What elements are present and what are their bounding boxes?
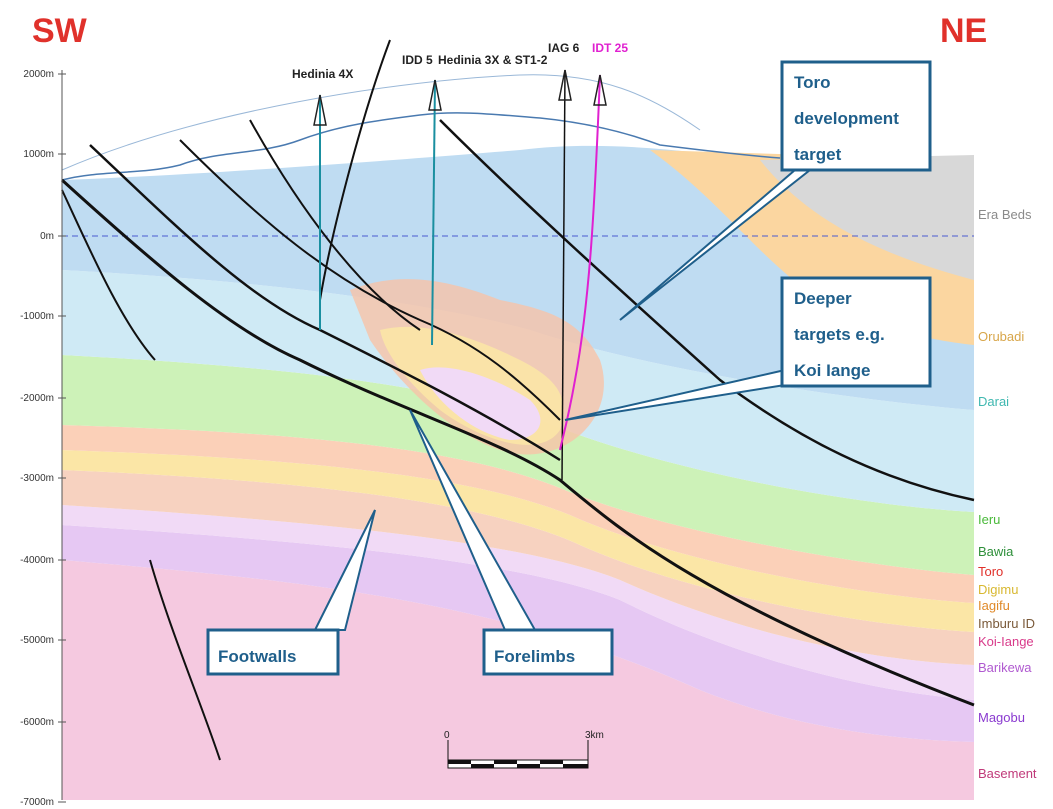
layer-ieru: [62, 355, 974, 575]
formation-label: Bawia: [978, 544, 1014, 559]
layer-imburu: [62, 470, 974, 665]
callout-footwalls-box: [206, 628, 340, 676]
formation-label: Magobu: [978, 710, 1025, 725]
direction-sw: SW: [32, 12, 88, 50]
formation-label: Toro: [978, 564, 1003, 579]
topography-line: [61, 112, 781, 181]
callout-forelimbs-box: [482, 628, 614, 676]
depth-axis-ticks: 2000m 1000m 0m -1000m -2000m -3000m -4000m -500…: [20, 69, 66, 808]
layer-basement: [62, 560, 974, 800]
formation-label: Basement: [978, 766, 1037, 781]
fault-back: [439, 119, 975, 502]
fault-6: [319, 39, 391, 301]
formation-label: Digimu: [978, 582, 1018, 597]
depth-tick-label: -3000m: [20, 473, 54, 484]
formation-label: Darai: [978, 394, 1009, 409]
fault-3: [179, 139, 561, 421]
depth-tick-label: -1000m: [20, 311, 54, 322]
well-label-hedinia-4x: Hedinia 4X: [292, 67, 353, 81]
derrick-iag-6: [558, 69, 572, 101]
formation-label: Era Beds: [978, 207, 1032, 222]
depth-tick-label: 2000m: [23, 69, 54, 80]
formation-label: Ieru: [978, 512, 1000, 527]
formation-label: Imburu ID: [978, 616, 1035, 631]
direction-ne: NE: [940, 12, 987, 50]
well-iag-6: [561, 69, 566, 481]
layer-toro: [62, 425, 974, 603]
depth-tick-label: -7000m: [20, 797, 54, 808]
layer-barikewa: [62, 505, 974, 700]
derrick-idt-25: [593, 74, 607, 106]
formation-label: Barikewa: [978, 660, 1032, 675]
callout-toro-line1: Toro: [794, 73, 831, 92]
scale-bar: 0 3km: [444, 730, 604, 769]
well-label-ido-5: IDD 5: [402, 53, 433, 67]
derrick-hedinia-4x: [313, 94, 327, 126]
depth-tick-label: -2000m: [20, 393, 54, 404]
well-label-hedinia-3x: Hedinia 3X & ST1-2: [438, 53, 548, 67]
scale-start: 0: [444, 730, 450, 741]
anticline-inner: [420, 367, 541, 440]
layer-era-beds: [760, 155, 974, 280]
derrick-ido-5: [428, 79, 442, 111]
layer-magobu: [62, 525, 974, 742]
well-label-iag-6: IAG 6: [548, 41, 580, 55]
callout-deeper-line1: Deeper: [794, 289, 852, 308]
callout-deeper-box: [780, 276, 932, 388]
callout-footwalls-label: Footwalls: [218, 647, 296, 666]
well-idt-25: [559, 74, 601, 451]
depth-tick-label: -5000m: [20, 635, 54, 646]
well-label-idt-25: IDT 25: [592, 41, 628, 55]
callout-toro-line3: target: [794, 145, 842, 164]
depth-tick-label: 1000m: [23, 149, 54, 160]
topography-line-upper: [61, 74, 701, 171]
layer-digimu: [62, 450, 974, 632]
callout-toro-line2: development: [794, 109, 899, 128]
scale-end: 3km: [585, 730, 604, 741]
callout-deeper-line3: Koi Iange: [794, 361, 871, 380]
formation-label: Iagifu: [978, 598, 1010, 613]
formation-label: Orubadi: [978, 329, 1024, 344]
depth-tick-label: 0m: [40, 231, 54, 242]
formation-label: Koi-Iange: [978, 634, 1034, 649]
callout-toro-box: [780, 60, 932, 172]
callout-deeper-line2: targets e.g.: [794, 325, 885, 344]
depth-tick-label: -4000m: [20, 555, 54, 566]
fault-main: [60, 178, 975, 707]
callout-forelimbs-label: Forelimbs: [494, 647, 575, 666]
formation-labels: Era BedsOrubadiDaraiIeruBawiaToroDigimuI…: [978, 207, 1037, 781]
depth-tick-label: -6000m: [20, 717, 54, 728]
fault-basement: [149, 559, 221, 761]
fault-5: [61, 189, 156, 361]
well-ido-5: [431, 79, 436, 346]
